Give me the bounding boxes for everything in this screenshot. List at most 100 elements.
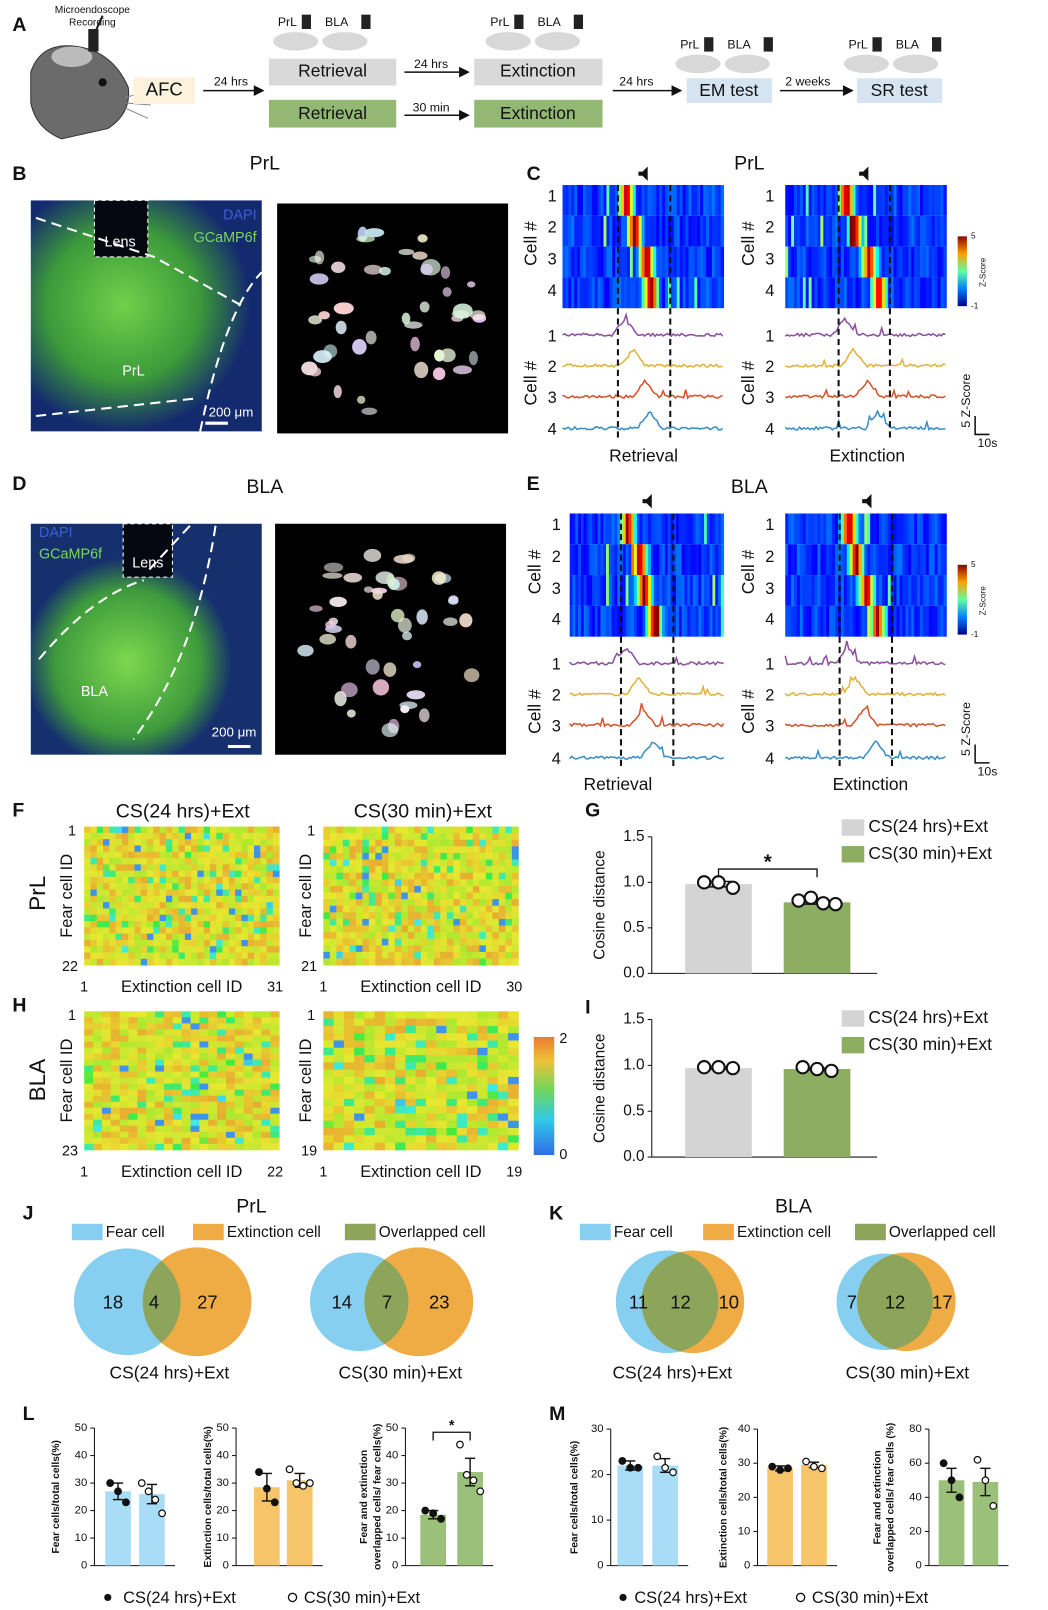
heatmap-cell [676, 277, 681, 309]
heatmap-cell [681, 513, 685, 545]
heatmap-cell [614, 544, 618, 576]
legend-label: CS(30 min)+Ext [812, 1589, 929, 1607]
heatmap-cell [679, 215, 684, 247]
data-point [802, 1457, 810, 1466]
heatmap-cell [190, 1011, 200, 1018]
heatmap-cell [917, 185, 921, 216]
heatmap-cell [881, 246, 886, 278]
heatmap-cell [701, 575, 705, 606]
heatmap-cell [427, 899, 435, 907]
heatmap-cell [343, 1142, 355, 1151]
heatmap-cell [477, 1135, 488, 1144]
heatmap-cell [453, 859, 461, 867]
heatmap-cell [395, 1018, 406, 1027]
heatmap-cell [235, 839, 242, 846]
heatmap-cell [181, 1137, 191, 1145]
heatmap-cell [222, 845, 230, 853]
heatmap-cell [629, 246, 634, 278]
heatmap-cell [155, 1107, 165, 1115]
label: Cell # [520, 361, 540, 406]
heatmap-cell [172, 1131, 183, 1139]
heatmap-cell [191, 933, 198, 941]
heatmap-cell [505, 839, 513, 847]
heatmap-cell [209, 858, 217, 865]
heatmap-cell [93, 1065, 103, 1072]
heatmap-cell [673, 513, 677, 545]
heatmap-cell [572, 544, 576, 576]
heatmap-cell [407, 852, 415, 860]
heatmap-cell [178, 902, 186, 909]
heatmap-cell [101, 1011, 112, 1018]
heatmap-cell [342, 945, 350, 953]
heatmap-cell [928, 513, 933, 545]
heatmap-cell [208, 1089, 218, 1097]
heatmap-cell [234, 1023, 245, 1030]
heatmap-cell [415, 1106, 427, 1114]
heatmap-cell [121, 889, 129, 897]
heatmap-cell [375, 938, 383, 946]
heatmap-cell [252, 1071, 262, 1078]
heatmap-cell [270, 1071, 280, 1078]
heatmap-cell [362, 859, 370, 867]
heatmap-cell [96, 883, 104, 890]
cell-number: 1 [765, 327, 774, 345]
heatmap-cell [446, 1018, 458, 1027]
heatmap-cell [427, 912, 435, 920]
heatmap-cell [137, 1125, 147, 1133]
heatmap-cell [375, 892, 383, 900]
cell-blob [390, 608, 405, 623]
heatmap-cell [405, 1055, 417, 1063]
heatmap-cell [585, 277, 590, 309]
heatmap-cell [110, 1113, 121, 1121]
heatmap-cell [446, 1033, 458, 1041]
heatmap-cell [84, 1035, 94, 1042]
heatmap-cell [498, 852, 506, 860]
heatmap-cell [453, 833, 461, 841]
heatmap-cell [811, 277, 815, 309]
heatmap-cell [147, 883, 154, 890]
heatmap-cell [247, 832, 255, 840]
heatmap-cell [908, 544, 912, 576]
heatmap-cell [119, 1071, 129, 1078]
heatmap-cell [375, 852, 383, 860]
heatmap-cell [355, 846, 363, 854]
heatmap-cell [794, 575, 798, 606]
heatmap-cell [427, 905, 435, 913]
heatmap-cell [241, 826, 249, 834]
heatmap-cell [172, 826, 179, 834]
heatmap-cell [427, 892, 435, 900]
heatmap-cell [247, 952, 255, 960]
heatmap-cell [226, 1089, 236, 1097]
panel-letter: A [12, 14, 26, 36]
heatmap-cell [197, 889, 205, 897]
heatmap-cell [591, 215, 596, 247]
heatmap-cell [718, 544, 722, 576]
heatmap-cell [336, 925, 344, 933]
heatmap-cell [323, 945, 331, 953]
heatmap-cell [178, 946, 186, 953]
heatmap-cell [241, 946, 249, 953]
label: -1 [971, 301, 979, 310]
heatmap-cell [569, 605, 573, 637]
panel-letter: D [12, 473, 26, 495]
heatmap-cell [505, 905, 513, 913]
heatmap-cell [717, 246, 722, 278]
heatmap-cell [405, 1142, 417, 1151]
heatmap-cell [342, 872, 350, 880]
heatmap-cell [93, 1083, 103, 1091]
cell-blob [323, 562, 344, 573]
heatmap-cell [943, 605, 947, 637]
heatmap-cell [190, 1053, 200, 1060]
heatmap-cell [103, 895, 110, 903]
heatmap-cell [905, 513, 909, 545]
heatmap-cell [676, 215, 681, 247]
heatmap-cell [498, 833, 506, 841]
heatmap-cell [115, 908, 123, 916]
tick-label: 1 [68, 823, 76, 839]
heatmap-cell [427, 945, 435, 953]
heatmap-cell [243, 1101, 254, 1109]
heatmap-cell [415, 1098, 427, 1107]
heatmap-cell [375, 859, 383, 867]
heatmap-cell [381, 826, 389, 834]
heatmap-cell [814, 277, 818, 309]
